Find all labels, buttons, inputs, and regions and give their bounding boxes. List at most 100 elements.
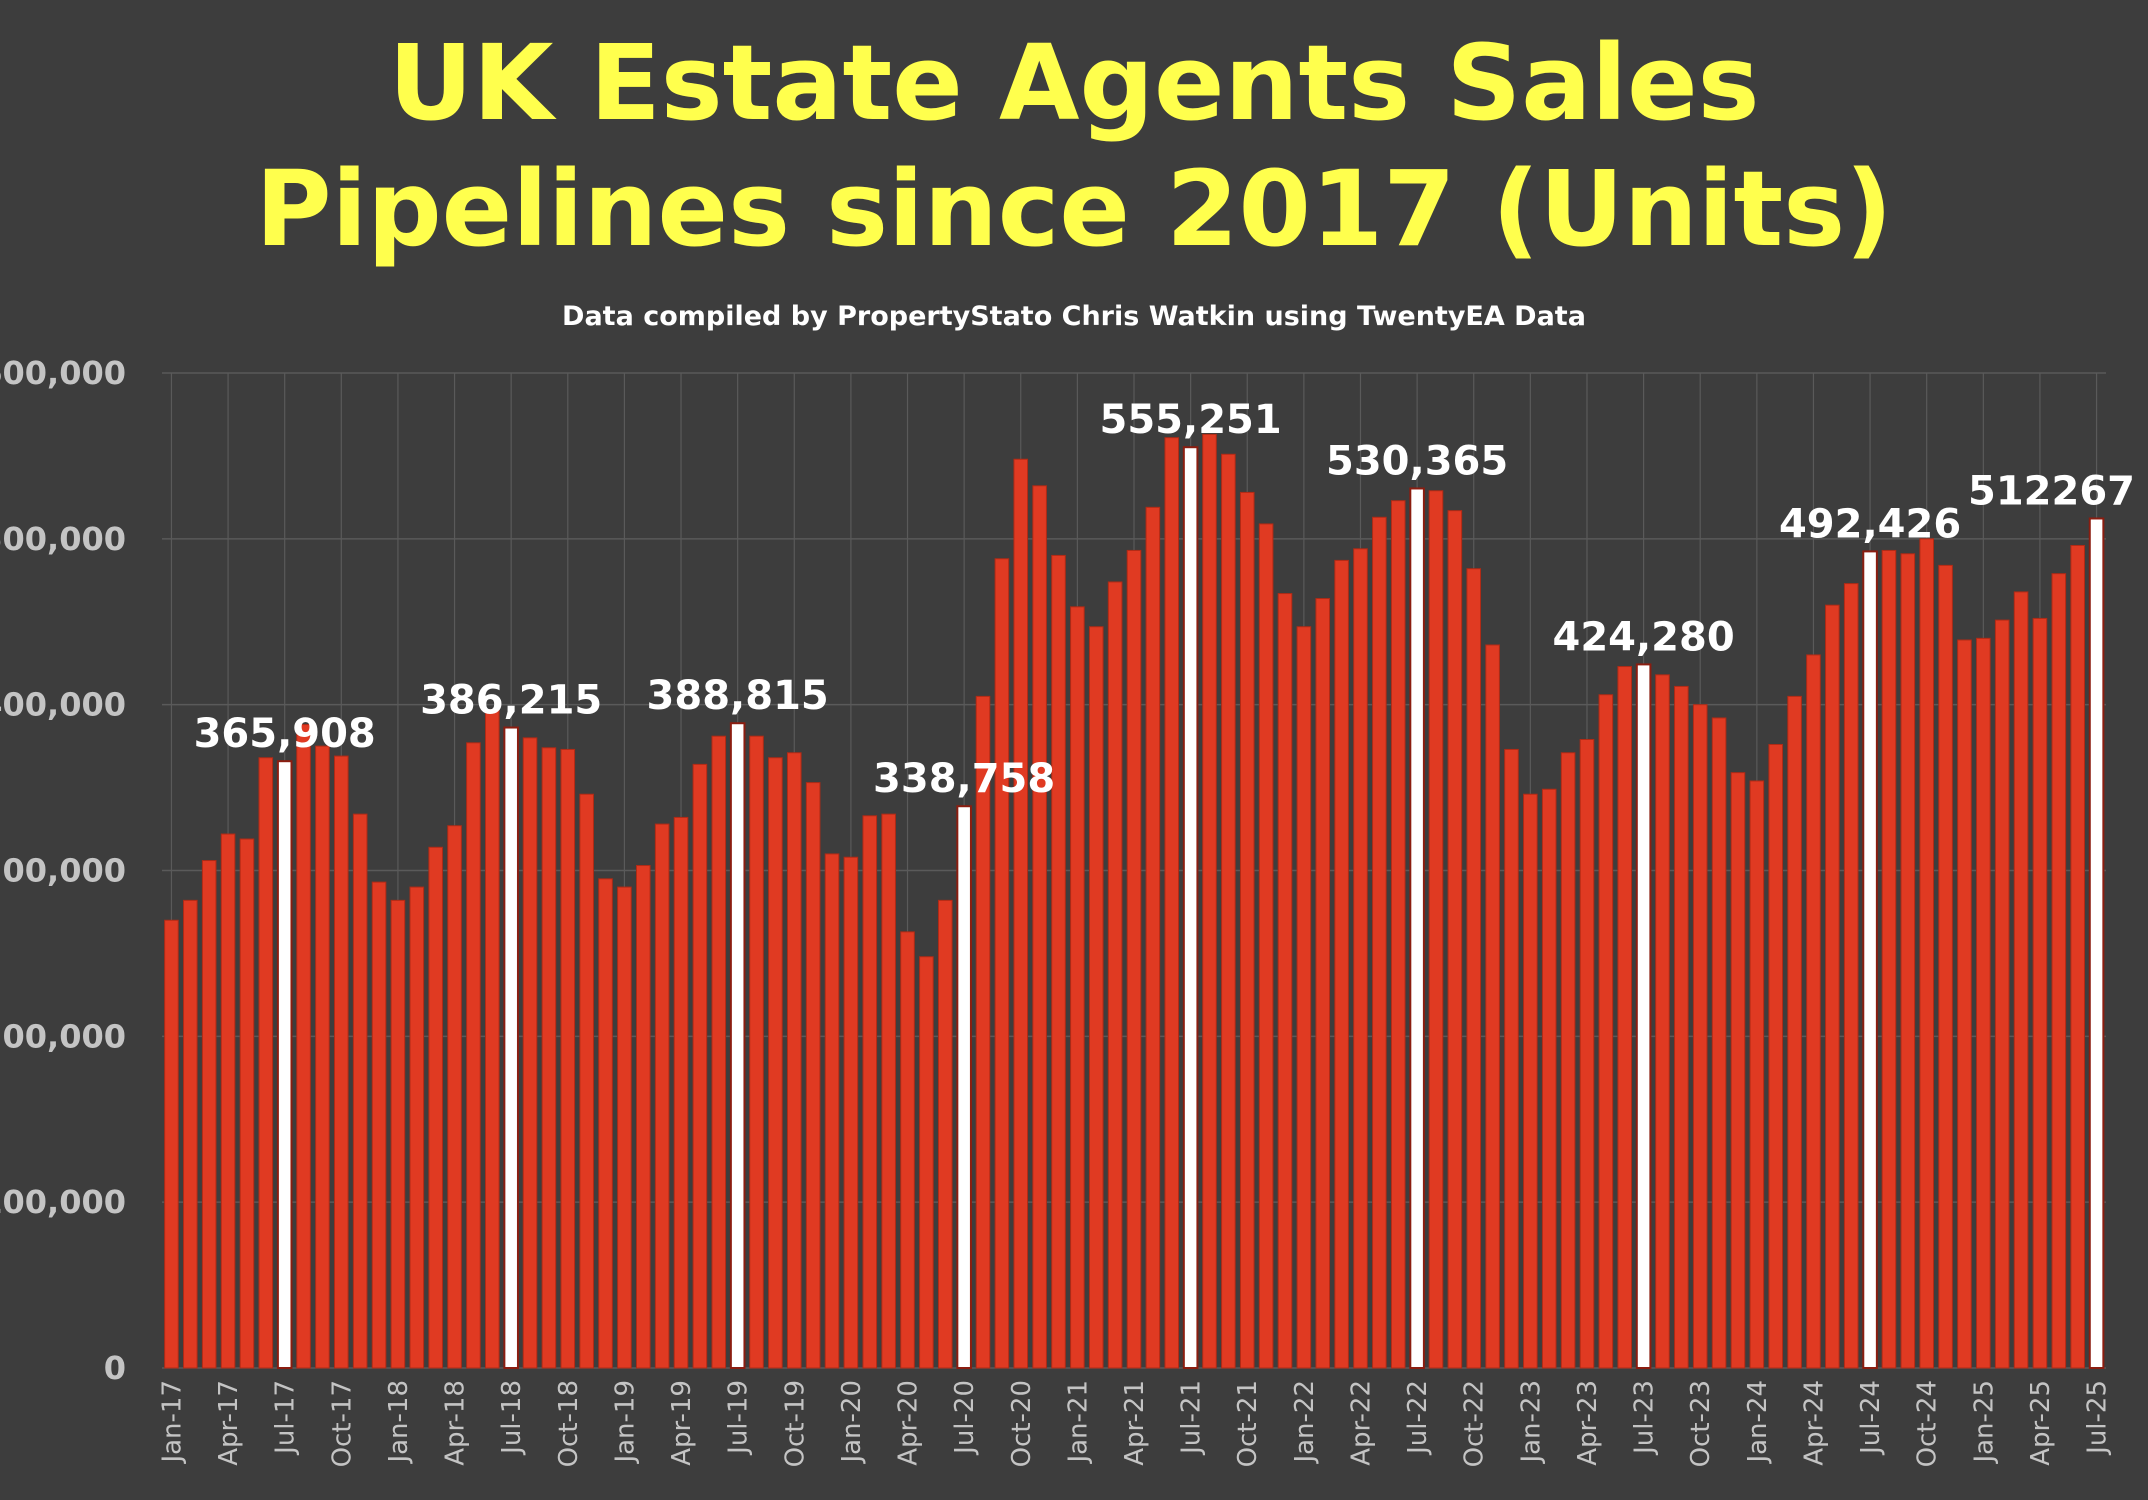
bar	[1504, 748, 1519, 1369]
bar	[1485, 644, 1500, 1369]
chart-title: UK Estate Agents Sales Pipelines since 20…	[255, 22, 1893, 270]
bar	[1013, 458, 1029, 1369]
bar	[881, 813, 896, 1369]
bar	[409, 886, 425, 1369]
y-tick-label: 600,000	[0, 354, 126, 392]
x-tick-label: Jul-19	[724, 1380, 754, 1456]
bar	[560, 748, 576, 1369]
bar	[522, 737, 538, 1369]
x-tick-label: Jan-24	[1743, 1380, 1773, 1465]
x-tick-label: Jul-20	[950, 1380, 980, 1456]
bar	[654, 823, 670, 1369]
bar	[975, 695, 991, 1369]
bar	[371, 881, 387, 1369]
bar	[1202, 433, 1217, 1369]
bar	[1976, 637, 1991, 1369]
data-label: 424,280	[1552, 614, 1734, 660]
bar	[1523, 793, 1538, 1369]
data-label: 512267	[1968, 468, 2135, 514]
bar	[1107, 581, 1123, 1369]
bar	[334, 755, 349, 1369]
bar	[1315, 598, 1331, 1369]
bar	[1881, 549, 1897, 1369]
bar	[579, 793, 594, 1369]
bar	[673, 816, 689, 1369]
bar	[1617, 666, 1633, 1369]
chart-subtitle: Data compiled by PropertyStato Chris Wat…	[562, 301, 1586, 332]
bar	[749, 735, 764, 1369]
data-label: 492,426	[1779, 501, 1961, 547]
bar	[994, 558, 1010, 1369]
bar	[1239, 491, 1255, 1369]
bar	[1579, 738, 1595, 1369]
bar-highlight	[2088, 517, 2105, 1369]
bar	[239, 838, 255, 1369]
x-tick-label: Jan-25	[1969, 1380, 1999, 1465]
bar-highlight	[276, 760, 293, 1369]
y-tick-label: 200,000	[0, 1017, 126, 1055]
bar	[598, 878, 613, 1369]
bar	[692, 763, 708, 1369]
bar	[1353, 548, 1368, 1369]
y-tick-label: 500,000	[0, 520, 126, 558]
bar-highlight	[956, 805, 972, 1369]
bar	[824, 853, 840, 1369]
bar	[1900, 553, 1916, 1369]
bar	[183, 899, 198, 1369]
data-labels: 365,908 386,215 388,815 338,758 555,251 530,3…	[194, 397, 2135, 802]
bar	[2013, 591, 2029, 1369]
bar	[541, 747, 557, 1369]
bar	[164, 919, 179, 1369]
x-tick-label: Apr-20	[894, 1380, 924, 1466]
bar	[1560, 752, 1576, 1369]
x-tick-label: Oct-18	[554, 1380, 584, 1467]
bar	[1957, 639, 1972, 1369]
bar	[1938, 564, 1953, 1369]
x-tick-label: Jul-23	[1630, 1380, 1660, 1456]
x-tick-label: Jan-21	[1063, 1380, 1093, 1465]
bar	[1126, 549, 1142, 1369]
bar	[1164, 437, 1180, 1369]
bar	[1088, 626, 1104, 1369]
bar	[201, 860, 217, 1369]
bar	[1296, 626, 1312, 1369]
bar	[1825, 604, 1840, 1369]
bar	[1692, 704, 1708, 1369]
bar-highlight	[1635, 663, 1652, 1369]
bar	[1768, 743, 1784, 1369]
bar-highlight	[1862, 550, 1878, 1369]
data-label: 386,215	[420, 678, 602, 724]
bar	[1711, 717, 1727, 1369]
bar	[1598, 694, 1614, 1369]
bar	[466, 742, 481, 1369]
bar	[258, 757, 274, 1369]
bar	[843, 856, 859, 1369]
y-tick-label: 0	[104, 1349, 126, 1387]
bar	[315, 745, 330, 1369]
bar	[768, 757, 783, 1369]
bar	[296, 724, 311, 1369]
bar	[447, 825, 462, 1369]
bar	[1258, 523, 1274, 1369]
bar	[1541, 788, 1557, 1369]
x-tick-label: Jul-21	[1177, 1380, 1207, 1456]
bar	[1919, 538, 1934, 1369]
x-tick-label: Oct-19	[780, 1380, 810, 1467]
bar	[786, 752, 802, 1369]
bar	[352, 813, 368, 1369]
bar	[2032, 617, 2048, 1369]
data-label: 338,758	[873, 756, 1055, 802]
x-tick-label: Jan-18	[384, 1380, 414, 1465]
bar	[1277, 593, 1293, 1369]
bar	[900, 931, 915, 1369]
x-tick-label: Apr-25	[2026, 1380, 2056, 1466]
x-tick-label: Jan-17	[157, 1380, 187, 1465]
x-tick-label: Oct-24	[1913, 1380, 1943, 1467]
bar	[2070, 544, 2085, 1369]
bar	[919, 956, 934, 1369]
data-label: 365,908	[194, 711, 376, 757]
x-tick-label: Apr-21	[1120, 1380, 1150, 1466]
bar	[220, 833, 236, 1369]
